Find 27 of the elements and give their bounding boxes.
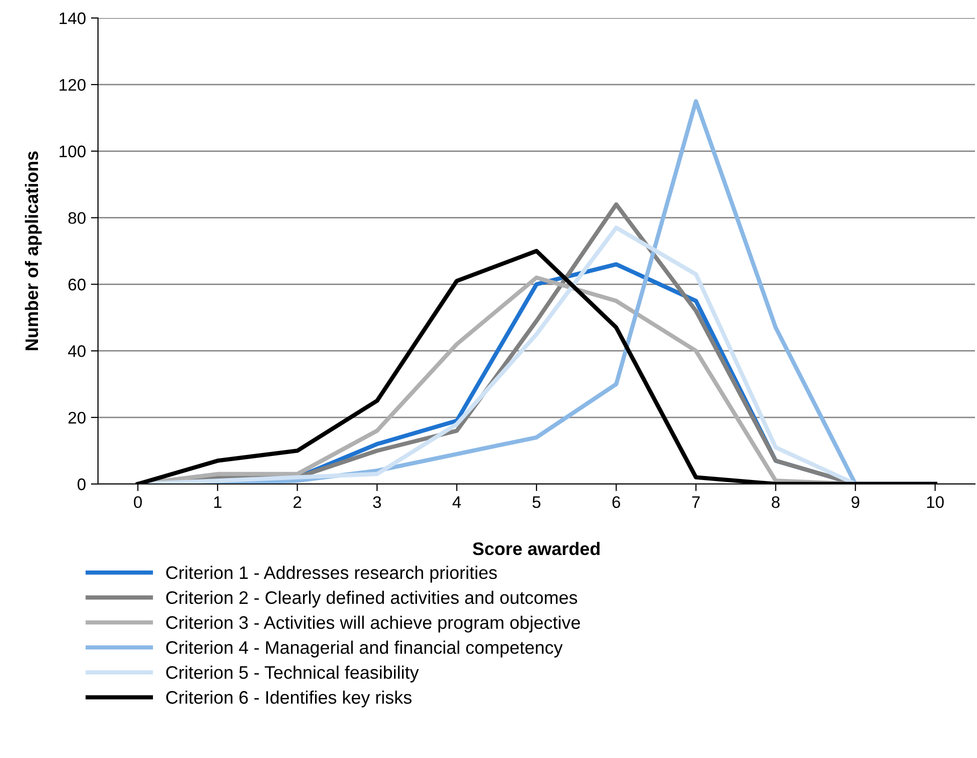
x-axis-title: Score awarded — [472, 542, 600, 556]
x-tick-label: 7 — [692, 496, 700, 508]
x-tick-label: 8 — [772, 496, 780, 508]
y-tick-label: 120 — [60, 78, 86, 91]
y-tick-label: 100 — [60, 146, 86, 158]
y-tick-label: 40 — [68, 345, 86, 358]
legend-label: Criterion 4 - Managerial and financial competency — [166, 640, 563, 658]
y-tick-label: 140 — [60, 12, 86, 24]
x-tick-label: 2 — [294, 496, 302, 508]
x-tick-label: 10 — [927, 496, 944, 508]
y-tick-label: 80 — [68, 212, 86, 224]
x-tick-label: 4 — [452, 496, 461, 508]
legend-label: Criterion 3 - Activities will achieve program objective — [166, 616, 580, 633]
legend-label: Criterion 2 - Clearly defined activities and outcomes — [166, 590, 578, 608]
y-tick-label: 0 — [78, 478, 86, 490]
legend-label: Criterion 1 - Addresses research priorities — [166, 566, 497, 583]
x-tick-label: 6 — [612, 496, 620, 508]
legend-label: Criterion 5 - Technical feasibility — [166, 666, 419, 682]
x-tick-label: 1 — [214, 496, 222, 508]
x-tick-label: 9 — [852, 496, 860, 508]
y-tick-label: 60 — [68, 278, 86, 290]
x-tick-label: 5 — [532, 496, 540, 508]
y-tick-label: 20 — [68, 412, 86, 424]
legend-label: Criterion 6 - Identifies key risks — [166, 690, 412, 708]
y-axis-title: Number of applications — [24, 151, 42, 350]
x-tick-label: 0 — [134, 496, 142, 508]
x-tick-label: 3 — [373, 496, 381, 508]
